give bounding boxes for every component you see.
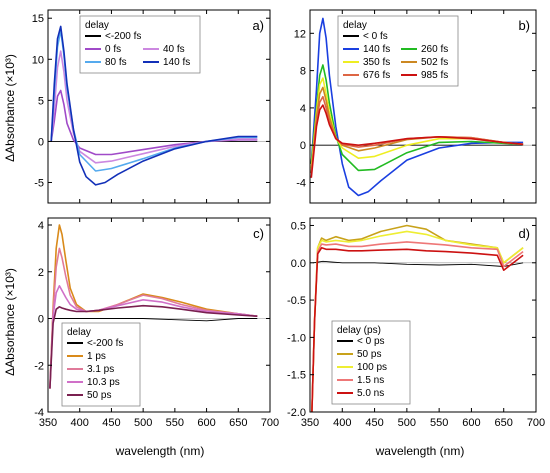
y-tick-label: 15 [32,13,44,25]
legend-entry: 50 ps [87,390,111,401]
legend-entry: 50 ps [357,349,381,360]
panel-label: c) [253,226,264,241]
legend-title: delay [343,20,367,31]
y-tick-label: 0 [300,140,306,152]
y-tick-label: 4 [38,220,44,232]
y-tick-label: -5 [34,177,44,189]
legend: delay (ps)< 0 ps 50 ps 100 ps 1.5 ns 5.0 ns [331,320,411,405]
legend-box [61,322,141,407]
series-line [311,247,524,413]
plot-frame [309,9,537,204]
series-line [310,104,524,178]
legend-entry: 985 fs [421,70,448,81]
y-tick-label: -1.5 [287,370,306,382]
x-tick-label: 600 [462,417,480,429]
shared-ylabel-top: ΔAbsorbance (×10³) [3,54,17,162]
legend-entry: 350 fs [363,57,390,68]
panel-2: -4 0 4 8 12 b) delay< 0 fs 140 fs 260 fs 350 fs 50… [294,9,537,204]
legend-entry: 3.1 ps [87,364,114,375]
shared-ylabel-bottom: ΔAbsorbance (×10³) [3,268,17,376]
y-tick-label: 2 [38,267,44,279]
legend-entry: <-200 fs [105,31,141,42]
x-tick-label: 500 [398,417,416,429]
legend-entry: 100 ps [357,362,387,373]
legend-entry: <-200 fs [87,338,123,349]
legend-entry: 140 fs [363,44,390,55]
shared-xlabel-left: wavelength (nm) [115,444,205,458]
y-tick-label: 0.5 [291,220,306,232]
y-tick-label: 10 [32,54,44,66]
y-tick-label: 8 [300,66,306,78]
y-tick-label: -2 [34,360,44,372]
x-tick-label: 650 [495,417,513,429]
y-tick-label: -4 [296,177,306,189]
plot-frame [47,9,271,204]
y-tick-label: 5 [38,95,44,107]
x-tick-label: 500 [134,417,152,429]
x-tick-label: 450 [365,417,383,429]
shared-xlabel-right: wavelength (nm) [375,444,465,458]
y-tick-label: 4 [300,103,306,115]
series-line [311,230,524,413]
x-tick-label: 650 [229,417,247,429]
legend-entry: 0 fs [105,44,121,55]
x-tick-label: 450 [102,417,120,429]
legend-entry: 1.5 ns [357,375,384,386]
legend-title: delay [67,327,91,338]
legend-entry: 676 fs [363,70,390,81]
y-tick-label: 12 [294,28,306,40]
series-line [48,318,258,322]
panel-label: a) [252,18,264,33]
legend-title: delay (ps) [337,325,381,336]
y-tick-label: 0 [38,136,44,148]
x-tick-label: 700 [527,417,545,429]
panel-4: 350 400 450 500 550 600 650 700 -2.0 -1.5 -1.0 -0.5… [287,217,545,429]
y-tick-label: -2.0 [287,407,306,419]
x-tick-label: 400 [333,417,351,429]
legend-entry: 5.0 ns [357,388,384,399]
legend: delay<-200 fs 0 fs 40 fs 80 fs 140 fs [79,15,201,74]
y-tick-label: 0 [38,314,44,326]
legend-entry: 10.3 ps [87,377,120,388]
legend-entry: < 0 ps [357,336,385,347]
legend-entry: 140 fs [163,57,190,68]
legend-entry: 502 fs [421,57,448,68]
legend-entry: 80 fs [105,57,127,68]
x-tick-label: 550 [166,417,184,429]
y-tick-label: -4 [34,407,44,419]
x-tick-label: 700 [261,417,279,429]
y-tick-label: -0.5 [287,295,306,307]
panel-label: d) [518,226,530,241]
legend: delay<-200 fs 1 ps 3.1 ps 10.3 ps 50 ps [61,322,141,407]
legend-entry: 1 ps [87,351,106,362]
series-line [313,260,524,267]
legend-entry: < 0 fs [363,31,388,42]
panel-3: 350 400 450 500 550 600 650 700 -4 -2 0 2 4 c) delay<-… [34,217,279,429]
series-line [310,17,524,197]
series-line [50,25,258,186]
x-tick-label: 400 [71,417,89,429]
legend-box [79,15,201,74]
y-tick-label: 0.0 [291,258,306,270]
x-tick-label: 350 [39,417,57,429]
legend-entry: 260 fs [421,44,448,55]
plot-frame [309,217,537,413]
legend-entry: 40 fs [163,44,185,55]
series-line [49,304,258,389]
x-tick-label: 550 [430,417,448,429]
series-line [310,64,524,172]
series-line [311,241,524,413]
legend: delay< 0 fs 140 fs 260 fs 350 fs 502 fs 676 f… [337,15,459,87]
x-tick-label: 600 [197,417,215,429]
panel-1: -5 0 5 10 15 a) delay<-200 fs 0 fs 40 fs 80 fs 140… [32,9,271,204]
legend-title: delay [85,20,109,31]
legend-box [331,320,411,405]
panel-label: b) [518,18,530,33]
x-tick-label: 350 [301,417,319,429]
plot-frame [47,217,271,413]
y-tick-label: -1.0 [287,332,306,344]
